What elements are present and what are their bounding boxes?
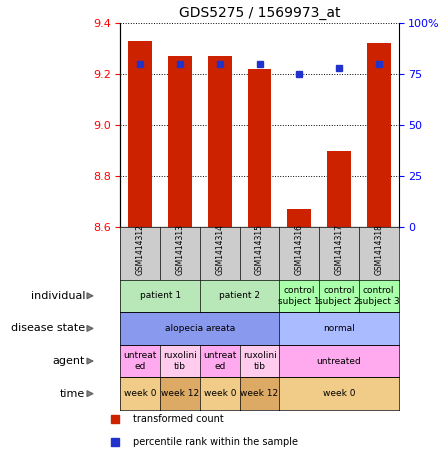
Text: time: time <box>60 389 85 399</box>
Text: patient 1: patient 1 <box>140 291 181 300</box>
Text: week 0: week 0 <box>323 389 355 398</box>
Text: transformed count: transformed count <box>133 414 223 424</box>
Text: week 0: week 0 <box>124 389 156 398</box>
Bar <box>247 69 272 227</box>
Text: disease state: disease state <box>11 323 85 333</box>
Bar <box>327 150 351 227</box>
Bar <box>367 43 391 227</box>
Bar <box>287 209 311 227</box>
Bar <box>128 41 152 227</box>
Text: GSM1414316: GSM1414316 <box>295 224 304 275</box>
Text: control
subject 3: control subject 3 <box>358 286 399 305</box>
Text: alopecia areata: alopecia areata <box>165 324 235 333</box>
Text: GSM1414315: GSM1414315 <box>255 224 264 275</box>
Text: week 0: week 0 <box>204 389 236 398</box>
Text: percentile rank within the sample: percentile rank within the sample <box>133 437 298 447</box>
Text: control
subject 1: control subject 1 <box>279 286 320 305</box>
Text: GSM1414313: GSM1414313 <box>176 224 184 275</box>
Text: untreated: untreated <box>317 357 361 366</box>
Text: individual: individual <box>31 291 85 301</box>
Bar <box>208 56 232 227</box>
Text: GSM1414317: GSM1414317 <box>335 224 343 275</box>
Text: untreat
ed: untreat ed <box>124 352 157 371</box>
Text: week 12: week 12 <box>161 389 199 398</box>
Text: ruxolini
tib: ruxolini tib <box>163 352 197 371</box>
Bar <box>168 56 192 227</box>
Text: agent: agent <box>53 356 85 366</box>
Text: control
subject 2: control subject 2 <box>318 286 360 305</box>
Title: GDS5275 / 1569973_at: GDS5275 / 1569973_at <box>179 6 340 20</box>
Text: normal: normal <box>323 324 355 333</box>
Text: untreat
ed: untreat ed <box>203 352 237 371</box>
Text: ruxolini
tib: ruxolini tib <box>243 352 276 371</box>
Text: GSM1414312: GSM1414312 <box>136 224 145 275</box>
Text: GSM1414318: GSM1414318 <box>374 224 383 275</box>
Text: GSM1414314: GSM1414314 <box>215 224 224 275</box>
Text: week 12: week 12 <box>240 389 279 398</box>
Text: patient 2: patient 2 <box>219 291 260 300</box>
